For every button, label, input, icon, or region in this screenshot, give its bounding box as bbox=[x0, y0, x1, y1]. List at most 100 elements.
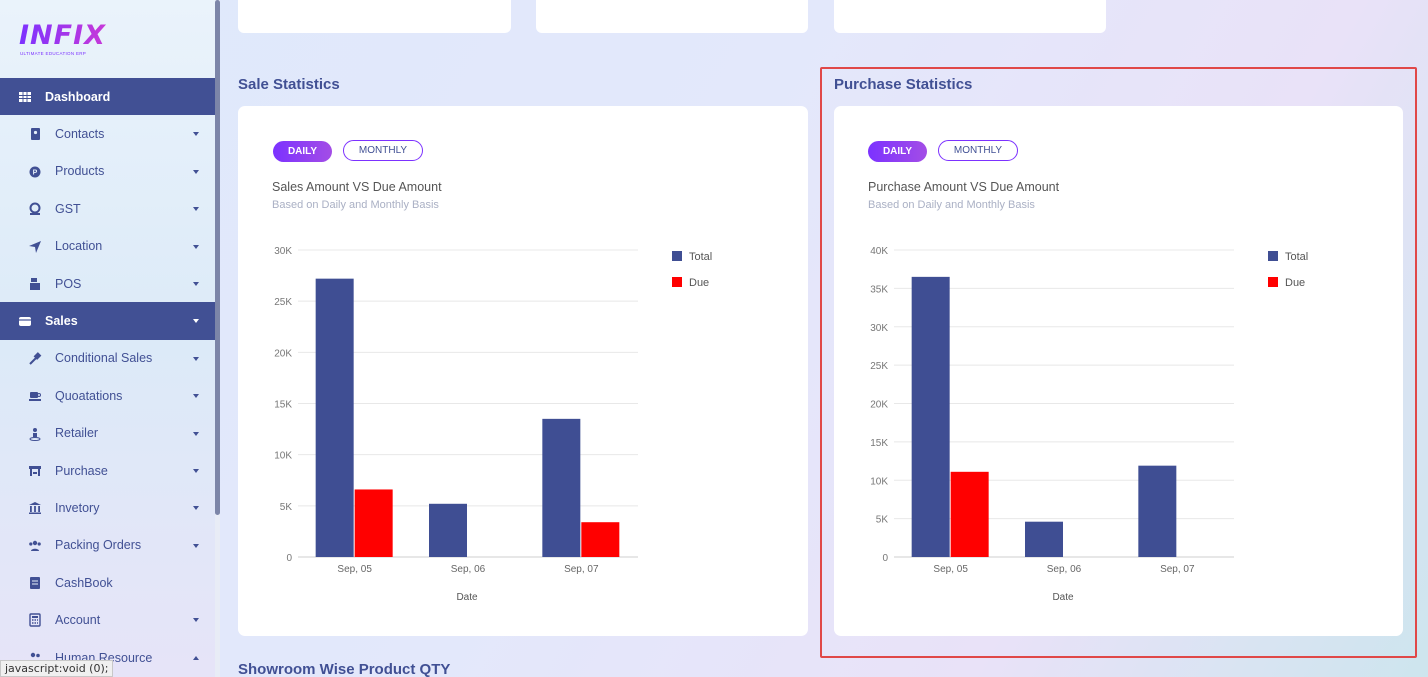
users-icon bbox=[29, 540, 41, 551]
purchase-monthly-button[interactable]: MONTHLY bbox=[938, 140, 1018, 161]
bank-icon bbox=[29, 502, 41, 515]
sidebar-item-label: Contacts bbox=[55, 127, 105, 142]
sidebar-item-pos[interactable]: POS bbox=[0, 265, 216, 302]
bar-total-0[interactable] bbox=[315, 278, 354, 557]
scrollbar-thumb[interactable] bbox=[215, 0, 220, 515]
svg-text:P: P bbox=[33, 169, 38, 176]
book-icon bbox=[30, 577, 40, 590]
chevron-down-icon bbox=[193, 207, 199, 212]
legend-label-due[interactable]: Due bbox=[689, 277, 709, 289]
sidebar-item-cashbook[interactable]: CashBook bbox=[0, 564, 216, 601]
sidebar-item-label: Location bbox=[55, 239, 103, 254]
brand-logo[interactable]: INFIX bbox=[19, 20, 106, 51]
purchase-bar-chart: 0 5K 10K 15K 20K 25K 30K 35K 40K Sep, 05 Sep, 06 Se… bbox=[870, 246, 1308, 603]
sidebar-item-label: Sales bbox=[45, 314, 78, 329]
grid-icon bbox=[19, 92, 31, 102]
bar-total-2[interactable] bbox=[1138, 465, 1177, 557]
sidebar-item-quoatations[interactable]: Quoatations bbox=[0, 377, 216, 414]
chevron-down-icon bbox=[193, 281, 199, 286]
y-tick-label: 35K bbox=[870, 284, 888, 295]
y-tick-label: 25K bbox=[274, 297, 292, 308]
x-tick-label: Sep, 06 bbox=[1047, 564, 1082, 575]
sidebar-item-label: Conditional Sales bbox=[55, 351, 153, 366]
y-tick-label: 30K bbox=[274, 246, 292, 257]
sale-statistics-panel: DAILY MONTHLY Sales Amount VS Due Amount… bbox=[238, 106, 808, 636]
chevron-down-icon bbox=[193, 169, 199, 174]
legend-label-total[interactable]: Total bbox=[1285, 251, 1308, 263]
legend-label-due[interactable]: Due bbox=[1285, 277, 1305, 289]
bar-total-1[interactable] bbox=[1025, 521, 1063, 557]
sidebar-item-location[interactable]: Location bbox=[0, 228, 216, 265]
tax-icon bbox=[29, 202, 41, 216]
y-tick-label: 5K bbox=[876, 515, 889, 526]
sidebar-item-dashboard[interactable]: Dashboard bbox=[0, 78, 216, 116]
sidebar-item-account[interactable]: Account bbox=[0, 601, 216, 638]
brand-tagline: ULTIMATE EDUCATION ERP bbox=[20, 51, 87, 56]
chevron-down-icon bbox=[193, 394, 199, 399]
sidebar-item-conditional-sales[interactable]: Conditional Sales bbox=[0, 340, 216, 377]
sale-monthly-button[interactable]: MONTHLY bbox=[343, 140, 423, 161]
chevron-down-icon bbox=[193, 132, 199, 137]
sidebar-item-invetory[interactable]: Invetory bbox=[0, 489, 216, 526]
bar-total-1[interactable] bbox=[429, 503, 467, 557]
purchase-daily-button[interactable]: DAILY bbox=[868, 141, 927, 162]
sidebar-item-label: Account bbox=[55, 613, 101, 628]
chevron-down-icon bbox=[193, 618, 199, 623]
purchase-statistics-title: Purchase Statistics bbox=[834, 76, 973, 93]
y-tick-label: 10K bbox=[274, 451, 292, 462]
y-tick-label: 10K bbox=[870, 476, 888, 487]
sidebar-item-gst[interactable]: GST bbox=[0, 190, 216, 227]
y-tick-label: 15K bbox=[274, 400, 292, 411]
chevron-down-icon bbox=[193, 244, 199, 249]
product-circle-icon: P bbox=[29, 166, 41, 178]
sale-statistics-title: Sale Statistics bbox=[238, 76, 340, 93]
sidebar-scrollbar[interactable] bbox=[215, 0, 220, 677]
purchase-chart-title: Purchase Amount VS Due Amount bbox=[868, 180, 1060, 194]
bar-total-2[interactable] bbox=[542, 418, 581, 557]
store-icon bbox=[19, 317, 31, 327]
sidebar-item-label: GST bbox=[55, 201, 81, 216]
calculator-icon bbox=[29, 613, 41, 628]
sidebar-item-sales[interactable]: Sales bbox=[0, 302, 216, 340]
sidebar-item-retailer[interactable]: Retailer bbox=[0, 415, 216, 452]
sidebar-item-packing-orders[interactable]: Packing Orders bbox=[0, 527, 216, 564]
sale-daily-button[interactable]: DAILY bbox=[273, 141, 332, 162]
y-tick-label: 5K bbox=[280, 502, 293, 513]
sidebar-nav: Dashboard Contacts P Products GST Location POS… bbox=[0, 78, 216, 676]
y-tick-label: 15K bbox=[870, 438, 888, 449]
legend-swatch-total bbox=[672, 251, 682, 261]
summary-card bbox=[834, 0, 1106, 33]
sidebar-item-purchase[interactable]: Purchase bbox=[0, 452, 216, 489]
bar-total-0[interactable] bbox=[911, 276, 950, 557]
chevron-down-icon bbox=[193, 543, 199, 548]
person-pin-icon bbox=[29, 427, 41, 441]
sidebar-item-label: Quoatations bbox=[55, 388, 123, 403]
sidebar-item-products[interactable]: P Products bbox=[0, 153, 216, 190]
summary-card bbox=[238, 0, 511, 33]
sidebar-item-contacts[interactable]: Contacts bbox=[0, 115, 216, 152]
y-tick-label: 25K bbox=[870, 361, 888, 372]
summary-card bbox=[536, 0, 808, 33]
sidebar-item-label: POS bbox=[55, 276, 82, 291]
chevron-down-icon bbox=[193, 468, 199, 473]
legend-swatch-due bbox=[672, 277, 682, 287]
x-axis-label: Date bbox=[1052, 592, 1074, 603]
chevron-down-icon bbox=[193, 319, 199, 324]
bar-due-0[interactable] bbox=[354, 489, 393, 557]
sidebar-item-label: CashBook bbox=[55, 575, 113, 590]
cash-register-icon bbox=[30, 277, 40, 290]
bar-due-2[interactable] bbox=[581, 522, 620, 557]
y-tick-label: 20K bbox=[274, 348, 292, 359]
location-arrow-icon bbox=[29, 240, 41, 253]
shop-icon bbox=[29, 465, 41, 476]
x-axis-label: Date bbox=[456, 592, 478, 603]
chevron-up-icon bbox=[193, 655, 199, 660]
legend-swatch-total bbox=[1268, 251, 1278, 261]
sidebar-item-label: Dashboard bbox=[45, 89, 111, 104]
legend-label-total[interactable]: Total bbox=[689, 251, 712, 263]
x-tick-label: Sep, 06 bbox=[451, 564, 486, 575]
sidebar-item-label: Purchase bbox=[55, 463, 108, 478]
chevron-down-icon bbox=[193, 506, 199, 511]
bar-due-0[interactable] bbox=[950, 471, 989, 557]
x-tick-label: Sep, 05 bbox=[337, 564, 372, 575]
